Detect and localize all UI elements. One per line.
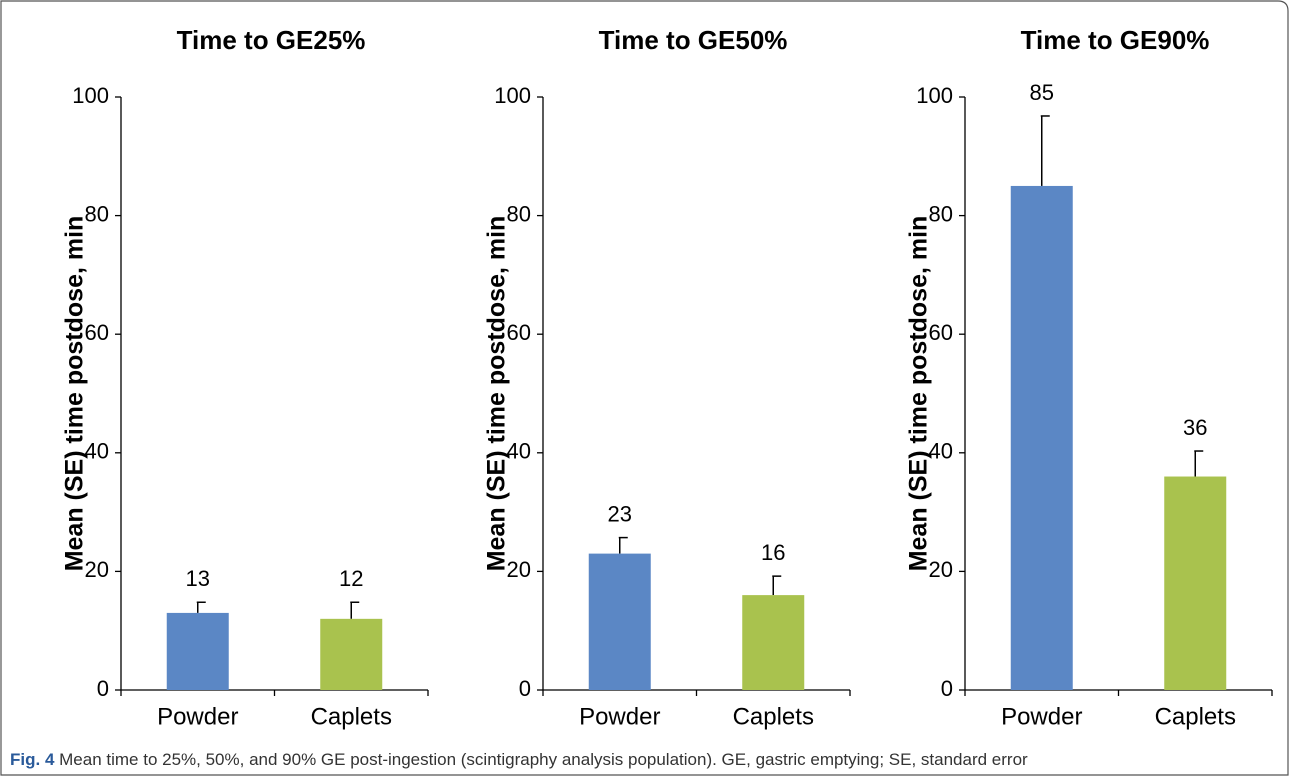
bar <box>742 595 805 690</box>
y-tick-label: 40 <box>507 439 531 464</box>
bar <box>588 553 651 690</box>
y-tick-label: 100 <box>494 83 531 108</box>
value-label: 23 <box>608 501 632 526</box>
x-tick-label: Caplets <box>733 703 814 730</box>
y-tick-label: 0 <box>519 676 531 701</box>
chart-title: Time to GE90% <box>1021 25 1210 55</box>
y-axis-label: Mean (SE) time postdose, min <box>483 216 511 572</box>
value-label: 13 <box>186 566 210 591</box>
x-tick-label: Powder <box>1001 703 1082 730</box>
y-tick-label: 100 <box>72 83 109 108</box>
caption: Fig. 4 Mean time to 25%, 50%, and 90% GE… <box>10 750 1028 769</box>
y-axis-label: Mean (SE) time postdose, min <box>905 216 933 572</box>
y-tick-label: 0 <box>97 676 109 701</box>
caption-text: Mean time to 25%, 50%, and 90% GE post-i… <box>59 750 1028 769</box>
y-tick-label: 80 <box>507 201 531 226</box>
x-tick-label: Powder <box>579 703 660 730</box>
caption-label: Fig. 4 <box>10 750 55 769</box>
bar <box>320 618 383 690</box>
y-tick-label: 60 <box>929 320 953 345</box>
y-tick-label: 60 <box>507 320 531 345</box>
x-tick-label: Caplets <box>1155 703 1236 730</box>
y-tick-label: 20 <box>507 557 531 582</box>
x-tick-label: Caplets <box>311 703 392 730</box>
bar <box>1010 185 1073 690</box>
chart-title: Time to GE50% <box>599 25 788 55</box>
y-tick-label: 40 <box>85 439 109 464</box>
y-tick-label: 60 <box>85 320 109 345</box>
y-tick-label: 0 <box>941 676 953 701</box>
value-label: 36 <box>1183 415 1207 440</box>
bar <box>1164 476 1227 690</box>
bar <box>166 612 229 690</box>
chart-title: Time to GE25% <box>177 25 366 55</box>
y-tick-label: 20 <box>85 557 109 582</box>
value-label: 16 <box>761 540 785 565</box>
y-tick-label: 80 <box>85 201 109 226</box>
value-label: 12 <box>339 566 363 591</box>
y-tick-label: 80 <box>929 201 953 226</box>
y-tick-label: 40 <box>929 439 953 464</box>
value-label: 85 <box>1030 80 1054 105</box>
y-tick-label: 100 <box>916 83 953 108</box>
y-axis-label: Mean (SE) time postdose, min <box>61 216 89 572</box>
y-tick-label: 20 <box>929 557 953 582</box>
x-tick-label: Powder <box>157 703 238 730</box>
